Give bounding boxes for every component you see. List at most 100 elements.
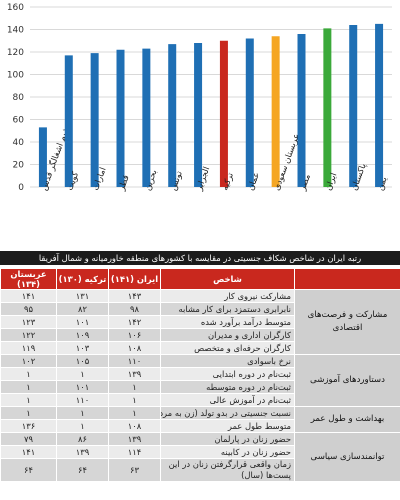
table-row: توانمندسازی سیاسی حضور زنان در پارلمان ۱۳۹… <box>0 432 400 482</box>
indicator-cell: کارگران حرفه‌ای و متخصص <box>160 341 295 355</box>
saudi-cell: ۱۳۶ <box>0 419 57 433</box>
table-row: ثبت‌نام در دوره ابتدایی ۱۳۹ ۱ ۱ <box>0 367 400 381</box>
turkey-cell: ۱۰۵ <box>56 354 109 368</box>
saudi-cell: ۱۱۹ <box>0 341 57 355</box>
table-row: متوسط درآمد برآورد شده ۱۴۲ ۱۰۱ ۱۲۳ <box>0 315 400 329</box>
indicator-cell: متوسط طول عمر <box>160 419 295 433</box>
y-tick-label: 40 <box>13 138 25 148</box>
turkey-cell: ۱۳۹ <box>56 445 109 459</box>
bar <box>38 127 47 187</box>
comparison-table: شاخص ایران (۱۴۱) ترکیه (۱۳۰) عربستان (۱۳… <box>0 268 400 482</box>
turkey-cell: ۱۰۳ <box>56 341 109 355</box>
table-header-row: شاخص ایران (۱۴۱) ترکیه (۱۳۰) عربستان (۱۳… <box>0 268 400 290</box>
turkey-cell: ۸۶ <box>56 432 109 446</box>
bar <box>323 28 332 187</box>
header-indicator: شاخص <box>160 268 295 290</box>
bar <box>245 38 254 187</box>
indicator-cell: نسبت جنسیتی در بدو تولد (زن به مرد) <box>160 406 295 420</box>
turkey-cell: ۱۱۰ <box>56 393 109 407</box>
table-row: حضور زنان در کابینه ۱۱۴ ۱۳۹ ۱۴۱ <box>0 445 400 459</box>
y-tick-label: 0 <box>18 183 24 193</box>
saudi-cell: ۱۰۲ <box>0 354 57 368</box>
iran-cell: ۱ <box>108 406 161 420</box>
bar <box>64 55 73 187</box>
table-row: کارگران حرفه‌ای و متخصص ۱۰۸ ۱۰۳ ۱۱۹ <box>0 341 400 355</box>
header-iran: ایران (۱۴۱) <box>108 268 161 290</box>
table-row: زمان واقعی قرارگرفتن زنان در این پست‌ها … <box>0 458 400 482</box>
table-caption: رتبه ایران در شاخص شکاف جنسیتی در مقایسه… <box>0 251 400 265</box>
turkey-cell: ۱ <box>56 367 109 381</box>
table-row: کارگران اداری و مدیران ۱۰۶ ۱۰۹ ۱۲۲ <box>0 328 400 342</box>
bar <box>168 44 177 187</box>
y-tick-label: 80 <box>13 93 25 103</box>
x-tick-label: یمن <box>375 175 389 192</box>
category-cell: مشارکت و فرصت‌های اقتصادی <box>294 289 400 355</box>
indicator-cell: ثبت‌نام در دوره متوسطه <box>160 380 295 394</box>
turkey-cell: ۶۴ <box>56 458 109 482</box>
saudi-cell: ۱۲۲ <box>0 328 57 342</box>
indicator-cell: ثبت‌نام در آموزش عالی <box>160 393 295 407</box>
iran-cell: ۱۱۰ <box>108 354 161 368</box>
iran-cell: ۹۸ <box>108 302 161 316</box>
turkey-cell: ۱۳۱ <box>56 289 109 303</box>
category-cell: بهداشت و طول عمر <box>294 406 400 433</box>
header-saudi: عربستان (۱۳۴) <box>0 268 57 290</box>
saudi-cell: ۶۴ <box>0 458 57 482</box>
table-row: ثبت‌نام در آموزش عالی ۱ ۱۱۰ ۱ <box>0 393 400 407</box>
iran-cell: ۶۳ <box>108 458 161 482</box>
y-tick-label: 120 <box>7 48 24 58</box>
bar <box>349 25 358 187</box>
bar <box>271 36 280 187</box>
turkey-cell: ۱ <box>56 419 109 433</box>
bar <box>194 43 203 187</box>
saudi-cell: ۹۵ <box>0 302 57 316</box>
table-row: دستاوردهای آموزشی نرخ باسوادی ۱۱۰ ۱۰۵ ۱۰۲ <box>0 354 400 407</box>
indicator-cell: زمان واقعی قرارگرفتن زنان در این پست‌ها … <box>160 458 295 482</box>
iran-cell: ۱۰۸ <box>108 341 161 355</box>
header-turkey: ترکیه (۱۳۰) <box>56 268 109 290</box>
saudi-cell: ۷۹ <box>0 432 57 446</box>
bar <box>297 34 306 187</box>
turkey-cell: ۸۲ <box>56 302 109 316</box>
y-tick-label: 160 <box>7 3 24 13</box>
turkey-cell: ۱۰۹ <box>56 328 109 342</box>
y-tick-label: 60 <box>13 116 25 126</box>
iran-cell: ۱۴۳ <box>108 289 161 303</box>
saudi-cell: ۱ <box>0 393 57 407</box>
saudi-cell: ۱ <box>0 367 57 381</box>
iran-cell: ۱۰۸ <box>108 419 161 433</box>
iran-cell: ۱۳۹ <box>108 367 161 381</box>
turkey-cell: ۱۰۱ <box>56 380 109 394</box>
iran-cell: ۱ <box>108 393 161 407</box>
bar <box>116 49 125 187</box>
y-tick-label: 100 <box>7 71 24 81</box>
turkey-cell: ۱ <box>56 406 109 420</box>
bar <box>375 23 384 187</box>
indicator-cell: کارگران اداری و مدیران <box>160 328 295 342</box>
saudi-cell: ۱ <box>0 380 57 394</box>
indicator-cell: حضور زنان در پارلمان <box>160 432 295 446</box>
saudi-cell: ۱۴۱ <box>0 445 57 459</box>
iran-cell: ۱۰۶ <box>108 328 161 342</box>
bar <box>219 40 228 187</box>
bar <box>90 53 99 187</box>
table-row: بهداشت و طول عمر نسبت جنسیتی در بدو تولد … <box>0 406 400 433</box>
indicator-cell: مشارکت نیروی کار <box>160 289 295 303</box>
iran-cell: ۱۴۲ <box>108 315 161 329</box>
indicator-cell: نرخ باسوادی <box>160 354 295 368</box>
y-tick-label: 140 <box>7 26 24 36</box>
y-tick-label: 20 <box>13 161 25 171</box>
category-cell: دستاوردهای آموزشی <box>294 354 400 407</box>
table-row: مشارکت و فرصت‌های اقتصادی مشارکت نیروی کا… <box>0 289 400 355</box>
indicator-cell: متوسط درآمد برآورد شده <box>160 315 295 329</box>
bar <box>142 48 151 187</box>
header-category <box>294 268 400 290</box>
indicator-cell: نابرابری دستمزد برای کار مشابه <box>160 302 295 316</box>
turkey-cell: ۱۰۱ <box>56 315 109 329</box>
iran-cell: ۱ <box>108 380 161 394</box>
iran-cell: ۱۳۹ <box>108 432 161 446</box>
category-cell: توانمندسازی سیاسی <box>294 432 400 482</box>
saudi-cell: ۱۲۳ <box>0 315 57 329</box>
indicator-cell: حضور زنان در کابینه <box>160 445 295 459</box>
